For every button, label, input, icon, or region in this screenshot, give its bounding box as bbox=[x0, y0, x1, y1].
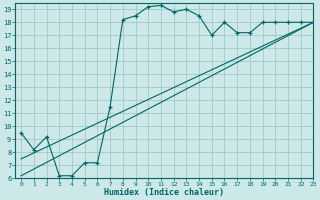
X-axis label: Humidex (Indice chaleur): Humidex (Indice chaleur) bbox=[104, 188, 224, 197]
